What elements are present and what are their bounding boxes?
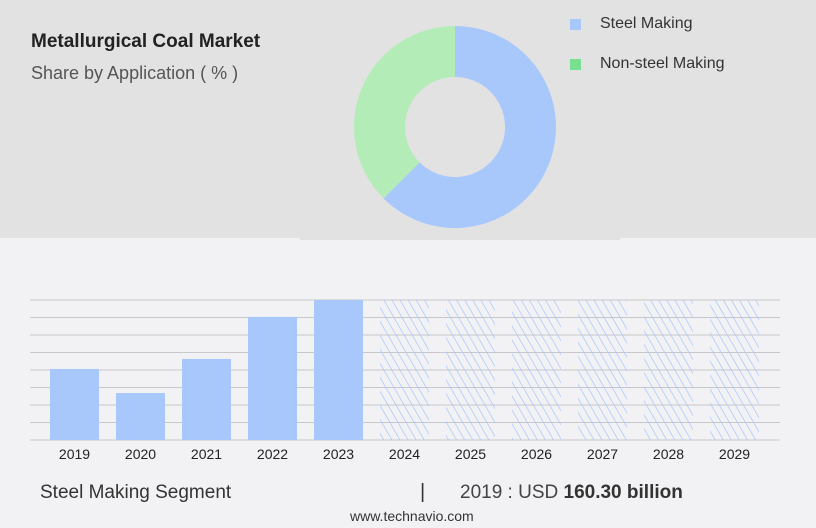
bar-2027	[578, 300, 627, 440]
chart-subtitle: Share by Application ( % )	[31, 63, 239, 83]
bar-2019	[50, 368, 99, 440]
segment-value: 2019 : USD 160.30 billion	[460, 482, 683, 504]
donut-slice-non-steel-making	[353, 26, 455, 199]
x-tick-label: 2022	[257, 446, 288, 462]
bar-2023	[314, 300, 363, 440]
value-amount: 160.30 billion	[563, 482, 683, 503]
bar-2026	[512, 300, 561, 440]
donut-slice-steel-making	[383, 26, 556, 228]
segment-label: Steel Making Segment	[40, 482, 232, 503]
legend-label: Non-steel Making	[600, 55, 725, 72]
x-tick-label: 2025	[455, 446, 486, 462]
bar-2025	[446, 300, 495, 440]
bar-2024	[380, 300, 429, 440]
value-prefix: 2019 : USD	[460, 482, 559, 503]
legend-swatch	[570, 18, 581, 30]
x-tick-label: 2027	[587, 446, 618, 462]
x-tick-label: 2019	[59, 446, 90, 462]
bar-2022	[248, 316, 297, 440]
x-tick-label: 2024	[389, 446, 420, 462]
x-tick-label: 2028	[653, 446, 684, 462]
x-tick-label: 2021	[191, 446, 222, 462]
bar-2020	[116, 393, 165, 440]
chart-title: Metallurgical Coal Market	[31, 31, 261, 52]
bar-2021	[182, 358, 231, 440]
legend-non-steel-making: Non-steel Making	[570, 55, 725, 73]
legend-label: Steel Making	[600, 15, 693, 32]
x-tick-label: 2029	[719, 446, 750, 462]
bar-2029	[710, 300, 759, 440]
donut-clip	[300, 228, 620, 240]
x-tick-label: 2020	[125, 446, 156, 462]
legend-swatch	[570, 58, 581, 70]
x-tick-label: 2026	[521, 446, 552, 462]
legend-steel-making: Steel Making	[570, 15, 693, 33]
bar-2028	[644, 300, 693, 440]
site-link[interactable]: www.technavio.com	[350, 508, 474, 524]
separator: |	[420, 481, 426, 503]
x-tick-label: 2023	[323, 446, 354, 462]
